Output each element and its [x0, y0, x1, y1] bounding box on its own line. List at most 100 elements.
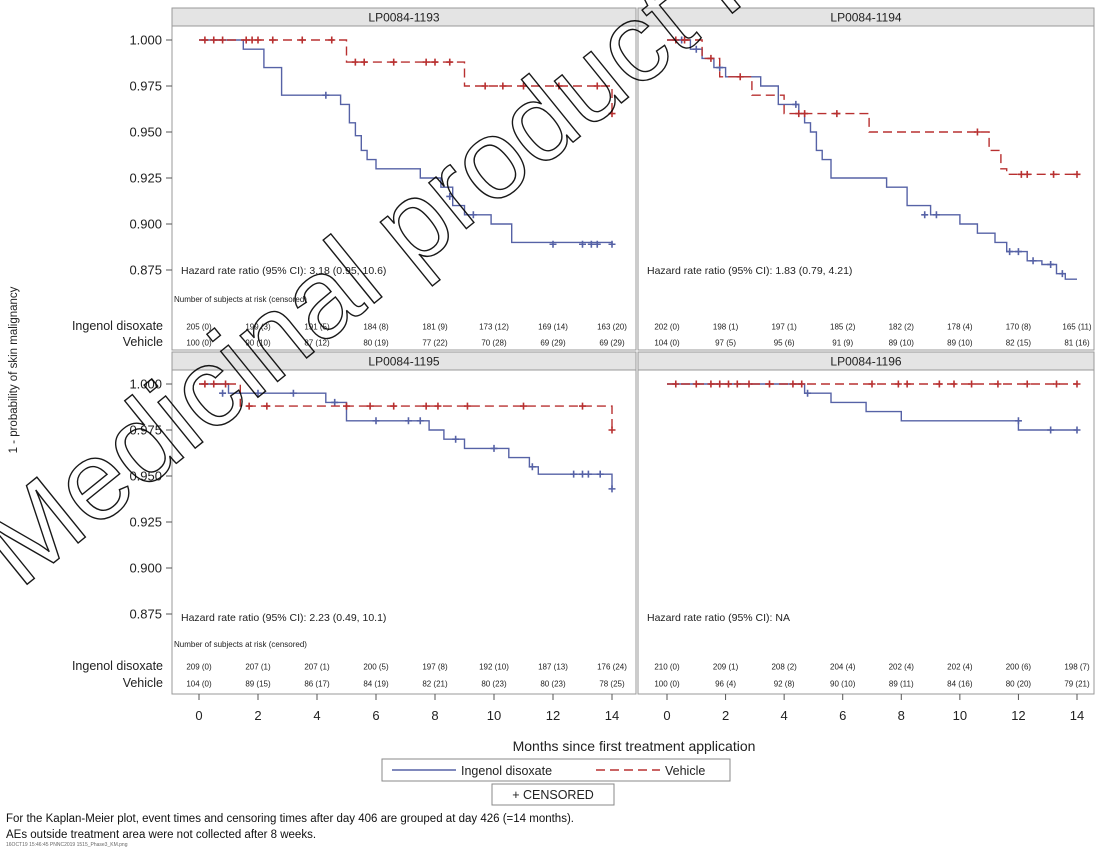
vehicle-censor-mark [422, 402, 430, 410]
risk-count-vehicle: 80 (23) [540, 680, 566, 689]
ingenol-censor-mark [331, 398, 339, 406]
ingenol-censor-mark [404, 417, 412, 425]
vehicle-censor-mark [593, 82, 601, 90]
vehicle-censor-mark [681, 36, 689, 44]
vehicle-censor-mark [360, 58, 368, 66]
hazard-ratio: Hazard rate ratio (95% CI): 2.23 (0.49, … [181, 612, 386, 624]
vehicle-censor-mark [351, 58, 359, 66]
x-tick-label: 8 [431, 708, 438, 723]
risk-count-ingenol: 209 (1) [713, 663, 739, 672]
risk-count-vehicle: 89 (15) [245, 680, 271, 689]
vehicle-censor-mark [201, 380, 209, 388]
vehicle-censor-mark [950, 380, 958, 388]
vehicle-censor-mark [894, 380, 902, 388]
footnote-km-grouping: For the Kaplan-Meier plot, event times a… [6, 813, 574, 825]
panel-title: LP0084-1196 [830, 355, 902, 369]
vehicle-censor-mark [431, 58, 439, 66]
risk-count-ingenol: 176 (24) [597, 663, 627, 672]
y-tick-label: 1.000 [129, 33, 162, 48]
ingenol-censor-mark [254, 389, 262, 397]
ingenol-censor-mark [452, 435, 460, 443]
risk-count-vehicle: 90 (10) [245, 339, 271, 348]
y-tick-label: 0.900 [129, 217, 162, 232]
risk-count-vehicle: 79 (21) [1064, 680, 1090, 689]
legend-vehicle-label: Vehicle [665, 764, 705, 778]
risk-count-ingenol: 187 (13) [538, 663, 568, 672]
vehicle-censor-mark [1050, 170, 1058, 178]
ingenol-censor-mark [1058, 270, 1066, 278]
risk-count-vehicle: 91 (9) [832, 339, 853, 348]
x-tick-label: 2 [254, 708, 261, 723]
y-tick-label: 0.925 [129, 171, 162, 186]
risk-count-vehicle: 97 (5) [715, 339, 736, 348]
x-tick-label: 12 [1011, 708, 1025, 723]
vehicle-censor-mark [994, 380, 1002, 388]
ingenol-censor-mark [219, 389, 227, 397]
vehicle-censor-mark [263, 402, 271, 410]
risk-count-ingenol: 197 (1) [771, 323, 797, 332]
risk-row-label-vehicle: Vehicle [123, 335, 163, 349]
ingenol-censor-mark [416, 417, 424, 425]
vehicle-curve [667, 39, 1077, 175]
risk-count-vehicle: 77 (22) [422, 339, 448, 348]
ingenol-censor-mark [446, 192, 454, 200]
risk-count-vehicle: 70 (28) [481, 339, 507, 348]
vehicle-censor-mark [868, 380, 876, 388]
risk-count-vehicle: 100 (0) [186, 339, 212, 348]
risk-count-vehicle: 82 (15) [1006, 339, 1032, 348]
risk-count-ingenol: 185 (2) [830, 323, 856, 332]
risk-count-vehicle: 90 (10) [830, 680, 856, 689]
ingenol-censor-mark [1073, 426, 1081, 434]
vehicle-censor-mark [672, 380, 680, 388]
x-axis-title: Months since first treatment application [513, 738, 756, 754]
footnote-ae-collection: AEs outside treatment area were not coll… [6, 829, 317, 841]
vehicle-censor-mark [210, 36, 218, 44]
ingenol-censor-mark [596, 470, 604, 478]
risk-count-ingenol: 169 (14) [538, 323, 568, 332]
risk-count-vehicle: 86 (17) [304, 680, 330, 689]
vehicle-censor-mark [463, 402, 471, 410]
vehicle-censor-mark [245, 402, 253, 410]
ingenol-censor-mark [1029, 257, 1037, 265]
x-tick-label: 8 [898, 708, 905, 723]
risk-count-ingenol: 209 (0) [186, 663, 212, 672]
risk-count-ingenol: 207 (1) [245, 663, 271, 672]
ingenol-censor-mark [1047, 426, 1055, 434]
vehicle-censor-mark [446, 58, 454, 66]
vehicle-curve [199, 383, 613, 430]
risk-count-ingenol: 200 (6) [1006, 663, 1032, 672]
panel-frame [171, 369, 637, 695]
risk-count-ingenol: 163 (20) [597, 323, 627, 332]
risk-count-ingenol: 204 (4) [830, 663, 856, 672]
panel-frame [637, 369, 1095, 695]
x-tick-label: 4 [313, 708, 320, 723]
x-tick-label: 2 [722, 708, 729, 723]
risk-table-header: Number of subjects at risk (censored) [174, 640, 307, 649]
vehicle-censor-mark [298, 36, 306, 44]
panel-frame [637, 25, 1095, 351]
risk-count-ingenol: 191 (5) [304, 323, 330, 332]
vehicle-censor-mark [210, 380, 218, 388]
vehicle-censor-mark [672, 36, 680, 44]
legend-box [381, 758, 731, 782]
y-tick-label: 0.975 [129, 79, 162, 94]
vehicle-censor-mark [1073, 380, 1081, 388]
ingenol-censor-mark [490, 444, 498, 452]
risk-table-header: Number of subjects at risk (censored) [174, 295, 307, 304]
x-tick-label: 10 [953, 708, 967, 723]
vehicle-censor-mark [833, 110, 841, 118]
x-tick-label: 6 [839, 708, 846, 723]
hazard-ratio: Hazard rate ratio (95% CI): NA [647, 612, 790, 624]
vehicle-censor-mark [1017, 170, 1025, 178]
y-tick-label: 0.950 [129, 469, 162, 484]
risk-count-vehicle: 82 (21) [422, 680, 448, 689]
vehicle-censor-mark [725, 380, 732, 388]
vehicle-censor-mark [745, 380, 753, 388]
risk-count-vehicle: 95 (6) [774, 339, 795, 348]
ingenol-curve [199, 383, 613, 489]
vehicle-censor-mark [390, 58, 398, 66]
y-tick-label: 0.900 [129, 561, 162, 576]
risk-count-vehicle: 84 (16) [947, 680, 973, 689]
vehicle-censor-mark [520, 82, 527, 90]
ingenol-censor-mark [1047, 260, 1055, 268]
